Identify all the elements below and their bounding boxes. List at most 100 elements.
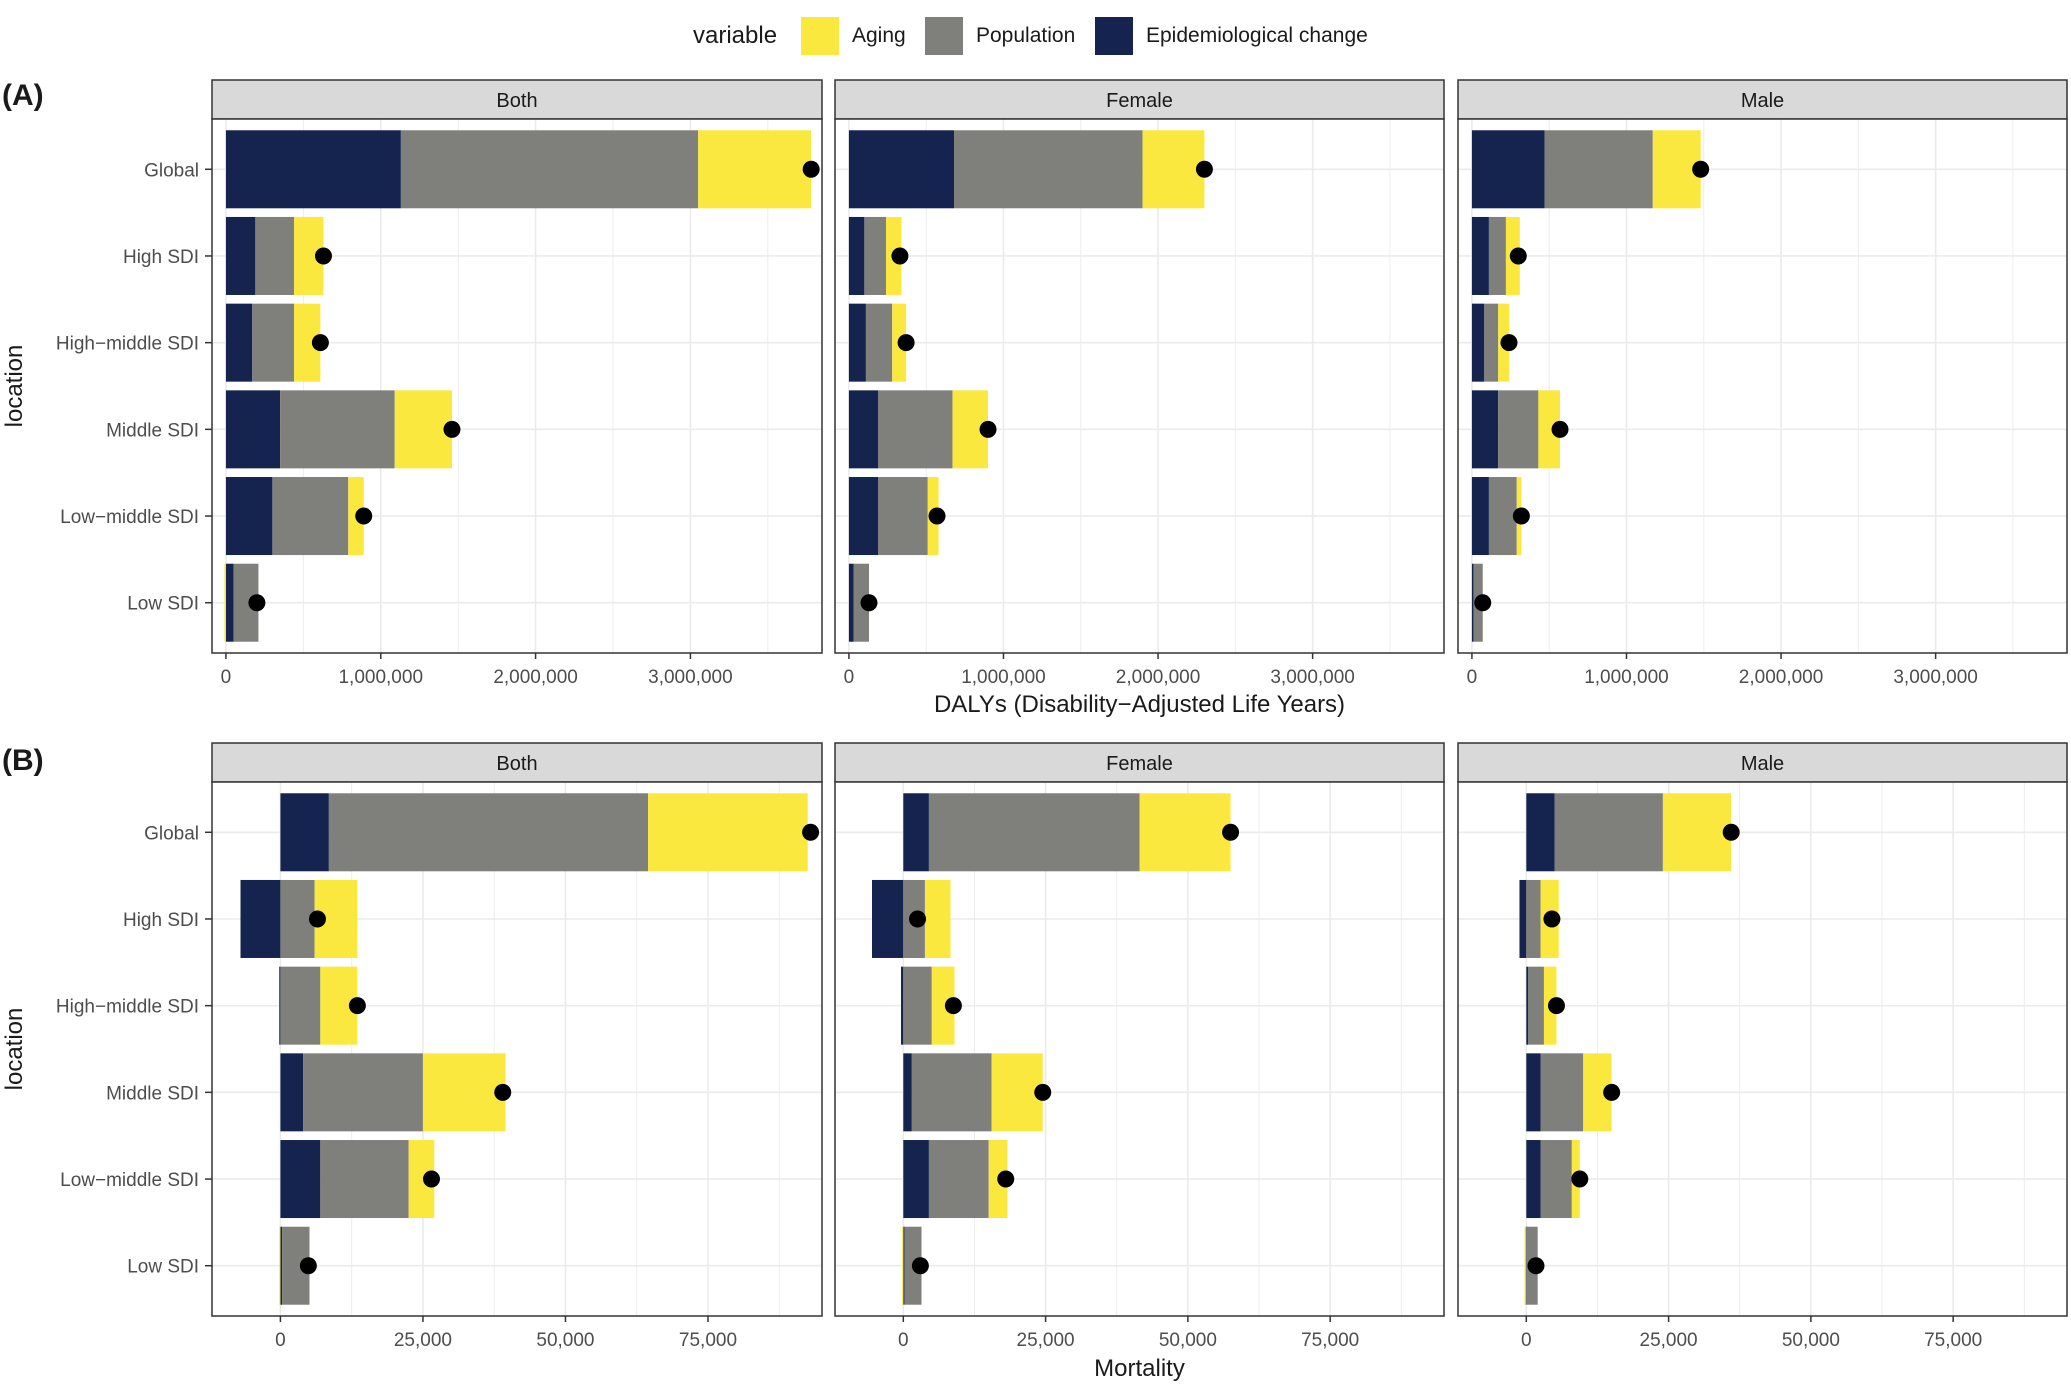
y-tick-label: Middle SDI (106, 420, 199, 441)
total-point (1722, 823, 1740, 841)
bar-aging (991, 1053, 1043, 1132)
total-point (1195, 160, 1213, 178)
total-point (1222, 823, 1240, 841)
bar-population (928, 793, 1140, 872)
bar-epidemiological-change (225, 563, 234, 642)
total-point (928, 507, 946, 525)
bar-epidemiological-change (240, 879, 281, 958)
facet-strip (834, 742, 1445, 783)
total-point (1692, 160, 1710, 178)
total-point (494, 1083, 512, 1101)
x-tick-label: 2,000,000 (493, 667, 578, 688)
total-point (248, 594, 266, 612)
bar-population (1528, 966, 1544, 1045)
total-point (1527, 1257, 1545, 1275)
y-tick-label: Low−middle SDI (60, 1170, 199, 1191)
facet-female: Female 0 25,000 50,000 75,000 (834, 742, 1445, 1351)
bar-epidemiological-change (903, 1140, 929, 1219)
bar-population (864, 216, 887, 295)
x-tick-label: 2,000,000 (1116, 667, 1201, 688)
bar-population (400, 130, 699, 209)
panel-a: (A) location DALYs (Disability−Adjusted Li… (1, 79, 2068, 718)
facet-both: Both 0 25,000 50,000 75,000 (211, 742, 823, 1351)
x-tick-label: 75,000 (1924, 1330, 1982, 1351)
y-tick-label: High−middle SDI (56, 334, 199, 355)
x-tick-label: 75,000 (679, 1330, 737, 1351)
bar-aging (698, 130, 812, 209)
bar-epidemiological-change (225, 390, 281, 469)
total-point (1474, 594, 1492, 612)
total-point (860, 594, 878, 612)
bar-population (1488, 216, 1506, 295)
legend-title: variable (693, 22, 777, 49)
bar-population (328, 793, 649, 872)
bar-population (1498, 390, 1539, 469)
total-point (443, 420, 461, 438)
y-axis-title: location (1, 345, 28, 428)
bar-aging (902, 1226, 904, 1305)
bar-epidemiological-change (1471, 130, 1545, 209)
bar-population (320, 1140, 409, 1219)
bar-epidemiological-change (848, 130, 955, 209)
facet-label: Both (496, 90, 537, 112)
legend-label-population: Population (976, 24, 1075, 47)
total-point (314, 247, 332, 265)
legend: variable Aging Population Epidemiological c… (693, 17, 1368, 55)
total-point (299, 1257, 317, 1275)
facet-label: Female (1106, 90, 1173, 112)
total-point (1543, 910, 1561, 928)
panel-tag: (A) (2, 79, 44, 112)
facet-border (1457, 781, 2068, 1317)
bar-population (280, 390, 395, 469)
y-tick-label: Low SDI (127, 594, 199, 615)
bar-epidemiological-change (225, 130, 401, 209)
bar-population (280, 966, 321, 1045)
facet-border (211, 781, 823, 1317)
x-tick-label: 1,000,000 (961, 667, 1046, 688)
y-tick-label: High SDI (123, 910, 199, 931)
facet-label: Male (1741, 90, 1784, 112)
facet-male: Male 0 1,000,000 2,000,000 3,000,000 (1457, 79, 2068, 688)
bar-aging (1538, 390, 1561, 469)
facet-border (1457, 118, 2068, 654)
legend-key-epidemiological-change (1095, 17, 1133, 55)
bar-epidemiological-change (1471, 216, 1489, 295)
x-tick-label: 75,000 (1301, 1330, 1359, 1351)
x-tick-label: 1,000,000 (1584, 667, 1669, 688)
x-tick-label: 0 (898, 1330, 909, 1351)
bar-population (928, 1140, 989, 1219)
total-point (355, 507, 373, 525)
legend-label-aging: Aging (852, 24, 906, 47)
y-axis-title: location (1, 1008, 28, 1091)
bar-epidemiological-change (1526, 793, 1555, 872)
facet-label: Both (496, 753, 537, 775)
total-point (802, 823, 820, 841)
bar-aging (931, 966, 955, 1045)
x-tick-label: 25,000 (394, 1330, 452, 1351)
facet-both: Both 0 1,000,000 2,000,000 3,000,000 (211, 79, 823, 688)
y-tick-label: Low SDI (127, 1257, 199, 1278)
facet-female: Female 0 1,000,000 2,000,000 3,000,000 (834, 79, 1445, 688)
facet-border (211, 118, 823, 654)
facet-border (834, 781, 1445, 1317)
total-point (1603, 1083, 1621, 1101)
bar-population (1484, 303, 1499, 382)
x-tick-label: 25,000 (1640, 1330, 1698, 1351)
panel-b: (B) location Mortality Global High SDI High−m… (1, 742, 2068, 1382)
bar-epidemiological-change (1519, 879, 1527, 958)
facet-border (834, 118, 1445, 654)
total-point (1547, 997, 1565, 1015)
total-point (1571, 1170, 1589, 1188)
bar-epidemiological-change (1471, 390, 1499, 469)
x-tick-label: 1,000,000 (338, 667, 423, 688)
total-point (979, 420, 997, 438)
bar-aging (648, 793, 808, 872)
facet-male: Male 0 25,000 50,000 75,000 (1457, 742, 2068, 1351)
total-point (308, 910, 326, 928)
bar-epidemiological-change (848, 477, 879, 556)
bar-aging (1662, 793, 1732, 872)
y-tick-label: Middle SDI (106, 1083, 199, 1104)
total-point (897, 334, 915, 352)
bar-epidemiological-change (1525, 1226, 1527, 1305)
